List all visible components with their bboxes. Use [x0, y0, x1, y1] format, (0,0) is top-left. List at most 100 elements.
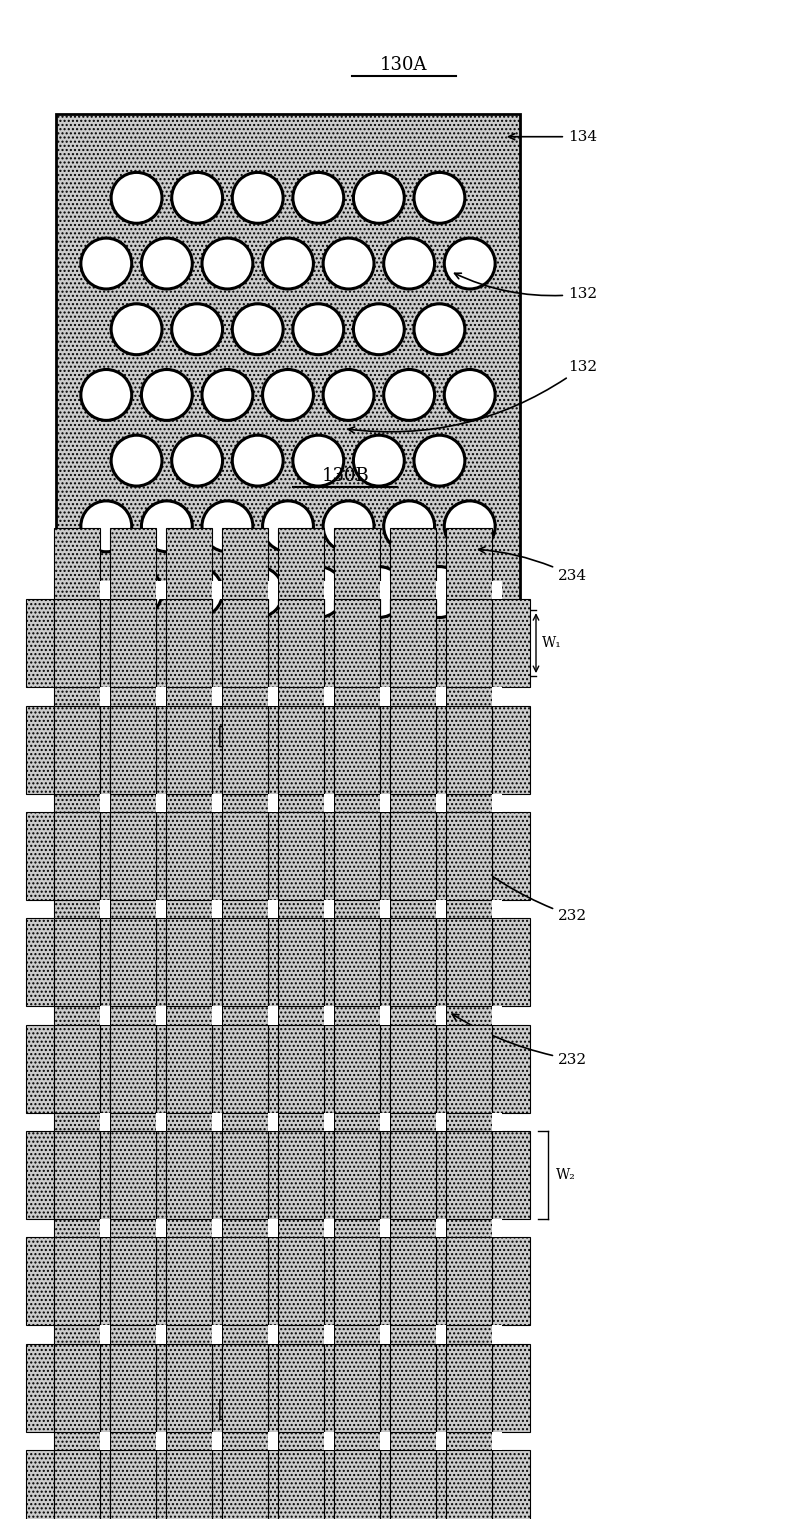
- Ellipse shape: [81, 501, 132, 551]
- Bar: [156, 1325, 166, 1344]
- Bar: [156, 1431, 166, 1449]
- Bar: [278, 917, 325, 1007]
- Ellipse shape: [172, 567, 222, 617]
- Bar: [437, 1006, 446, 1025]
- Bar: [437, 687, 446, 705]
- Bar: [381, 1112, 390, 1130]
- Bar: [493, 1112, 502, 1130]
- Ellipse shape: [414, 304, 465, 354]
- Bar: [54, 1449, 100, 1519]
- Bar: [325, 1218, 334, 1236]
- Bar: [268, 1431, 278, 1449]
- Bar: [268, 687, 278, 705]
- Bar: [100, 1218, 110, 1236]
- Bar: [390, 1025, 437, 1112]
- Bar: [110, 1236, 156, 1325]
- Bar: [110, 529, 156, 1519]
- Bar: [325, 1112, 334, 1130]
- Bar: [381, 687, 390, 705]
- Ellipse shape: [111, 173, 162, 223]
- Bar: [110, 813, 156, 899]
- Bar: [26, 1130, 530, 1218]
- Ellipse shape: [111, 436, 162, 486]
- Bar: [268, 899, 278, 917]
- Ellipse shape: [354, 304, 404, 354]
- Bar: [381, 580, 390, 600]
- Text: 232: 232: [461, 852, 587, 924]
- Bar: [334, 1025, 381, 1112]
- Bar: [110, 1025, 156, 1112]
- Bar: [437, 793, 446, 813]
- Ellipse shape: [262, 501, 314, 551]
- Bar: [110, 598, 156, 687]
- Ellipse shape: [232, 436, 283, 486]
- Bar: [446, 1236, 493, 1325]
- Bar: [446, 1449, 493, 1519]
- Bar: [493, 793, 502, 813]
- Bar: [278, 529, 325, 1519]
- Bar: [54, 917, 100, 1007]
- Bar: [325, 687, 334, 705]
- Bar: [54, 529, 100, 1519]
- Bar: [156, 687, 166, 705]
- Bar: [325, 580, 334, 600]
- Bar: [278, 1130, 325, 1218]
- Bar: [446, 529, 493, 1519]
- Bar: [268, 1218, 278, 1236]
- Bar: [493, 1006, 502, 1025]
- Bar: [26, 705, 530, 793]
- Bar: [390, 598, 437, 687]
- Bar: [446, 813, 493, 899]
- Bar: [390, 813, 437, 899]
- Bar: [213, 899, 222, 917]
- Bar: [334, 598, 381, 687]
- Bar: [222, 1449, 268, 1519]
- Bar: [100, 1325, 110, 1344]
- Bar: [493, 899, 502, 917]
- Bar: [222, 598, 268, 687]
- Bar: [54, 598, 100, 687]
- Bar: [110, 1236, 156, 1325]
- Bar: [222, 813, 268, 899]
- Bar: [166, 813, 213, 899]
- Bar: [222, 1025, 268, 1112]
- Text: 132: 132: [454, 273, 597, 301]
- Bar: [166, 1449, 213, 1519]
- Bar: [54, 1344, 100, 1431]
- Bar: [437, 1325, 446, 1344]
- Ellipse shape: [202, 369, 253, 421]
- Text: 130B: 130B: [322, 468, 369, 485]
- Bar: [110, 813, 156, 899]
- Bar: [213, 1006, 222, 1025]
- Bar: [446, 1025, 493, 1112]
- Bar: [222, 529, 268, 1519]
- Bar: [166, 705, 213, 793]
- Bar: [446, 1130, 493, 1218]
- Bar: [222, 1130, 268, 1218]
- Bar: [446, 705, 493, 793]
- Text: W₂: W₂: [556, 1168, 575, 1182]
- Bar: [213, 1325, 222, 1344]
- Bar: [334, 1025, 381, 1112]
- Bar: [278, 1344, 325, 1431]
- Bar: [334, 813, 381, 899]
- Bar: [222, 1236, 268, 1325]
- Bar: [54, 1130, 100, 1218]
- Text: 图  4: 图 4: [218, 1397, 262, 1422]
- Bar: [278, 917, 325, 1007]
- Bar: [390, 1344, 437, 1431]
- Bar: [390, 705, 437, 793]
- Bar: [278, 1449, 325, 1519]
- Bar: [278, 1025, 325, 1112]
- Bar: [26, 1344, 530, 1431]
- Bar: [390, 1449, 437, 1519]
- Bar: [268, 793, 278, 813]
- Bar: [26, 598, 530, 687]
- Bar: [446, 598, 493, 687]
- Bar: [381, 1325, 390, 1344]
- Bar: [54, 917, 100, 1007]
- Bar: [493, 580, 502, 600]
- Bar: [334, 1449, 381, 1519]
- Bar: [222, 1449, 268, 1519]
- Ellipse shape: [293, 304, 344, 354]
